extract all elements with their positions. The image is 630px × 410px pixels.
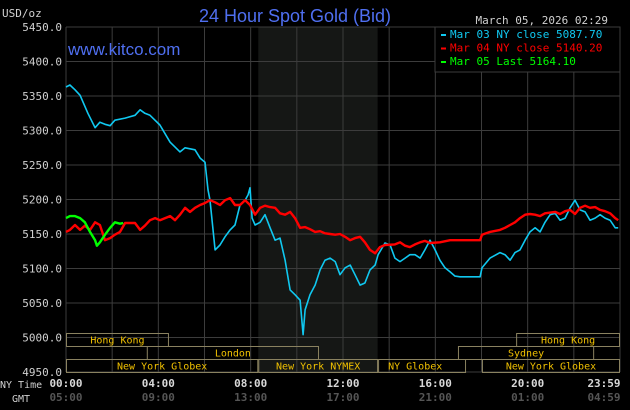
chart-title: 24 Hour Spot Gold (Bid) xyxy=(199,6,391,26)
y-tick-label: 5250.0 xyxy=(22,159,62,172)
session-bar xyxy=(66,359,259,373)
session-label: London xyxy=(215,349,251,360)
legend-entry: Mar 04 NY close 5140.20 xyxy=(450,42,602,55)
y-tick-label: 5450.0 xyxy=(22,21,62,34)
x-tick-label-gmt: 01:00 xyxy=(511,391,544,404)
session-label: Sydney xyxy=(508,349,544,360)
x-tick-label-ny: 16:00 xyxy=(419,377,452,390)
x-tick-label-ny: 23:59 xyxy=(587,377,620,390)
session-label: Hong Kong xyxy=(90,336,144,347)
session-bar xyxy=(481,359,620,373)
timestamp: March 05, 2026 02:29 xyxy=(476,14,608,27)
legend-swatch xyxy=(441,34,446,36)
y-tick-label: 5300.0 xyxy=(22,125,62,138)
session-label: Hong Kong xyxy=(541,336,595,347)
x-tick-label-ny: 04:00 xyxy=(142,377,175,390)
legend-swatch xyxy=(441,47,446,50)
x-tick-label-gmt: 04:59 xyxy=(587,391,620,404)
gmt-row-label: GMT xyxy=(12,394,30,405)
series-line-1 xyxy=(65,84,619,336)
kitco-watermark: www.kitco.com xyxy=(67,40,180,59)
y-tick-label: 5200.0 xyxy=(22,194,62,207)
x-tick-label-gmt: 09:00 xyxy=(142,391,175,404)
x-tick-label-gmt: 21:00 xyxy=(419,391,452,404)
x-tick-label-gmt: 05:00 xyxy=(49,391,82,404)
y-tick-label: 5400.0 xyxy=(22,56,62,69)
legend-entry: Mar 05 Last 5164.10 xyxy=(450,55,576,68)
x-tick-label-ny: 00:00 xyxy=(49,377,82,390)
x-tick-label-ny: 12:00 xyxy=(326,377,359,390)
y-tick-label: 5000.0 xyxy=(22,332,62,345)
series-line-3 xyxy=(65,214,124,247)
legend-swatch xyxy=(441,61,446,63)
y-axis-unit-label: USD/oz xyxy=(2,7,42,20)
legend-entry: Mar 03 NY close 5087.70 xyxy=(450,28,602,41)
y-tick-label: 5150.0 xyxy=(22,228,62,241)
session-label: New York Globex xyxy=(506,362,596,373)
y-tick-label: 5350.0 xyxy=(22,90,62,103)
session-label: New York NYMEX xyxy=(276,362,360,373)
y-tick-label: 5050.0 xyxy=(22,297,62,310)
y-tick-label: 5100.0 xyxy=(22,263,62,276)
x-tick-label-gmt: 17:00 xyxy=(326,391,359,404)
session-bar xyxy=(378,359,467,373)
x-tick-label-gmt: 13:00 xyxy=(234,391,267,404)
legend-box xyxy=(434,26,621,73)
session-bar xyxy=(66,333,169,347)
session-label: New York Globex xyxy=(117,362,207,373)
session-bar xyxy=(258,359,379,373)
ny-time-row-label: NY Time xyxy=(0,380,42,391)
y-tick-label: 4950.0 xyxy=(22,366,62,379)
x-tick-label-ny: 08:00 xyxy=(234,377,267,390)
session-label: NY Globex xyxy=(388,362,442,373)
x-tick-label-ny: 20:00 xyxy=(511,377,544,390)
series-line-2 xyxy=(65,196,619,255)
